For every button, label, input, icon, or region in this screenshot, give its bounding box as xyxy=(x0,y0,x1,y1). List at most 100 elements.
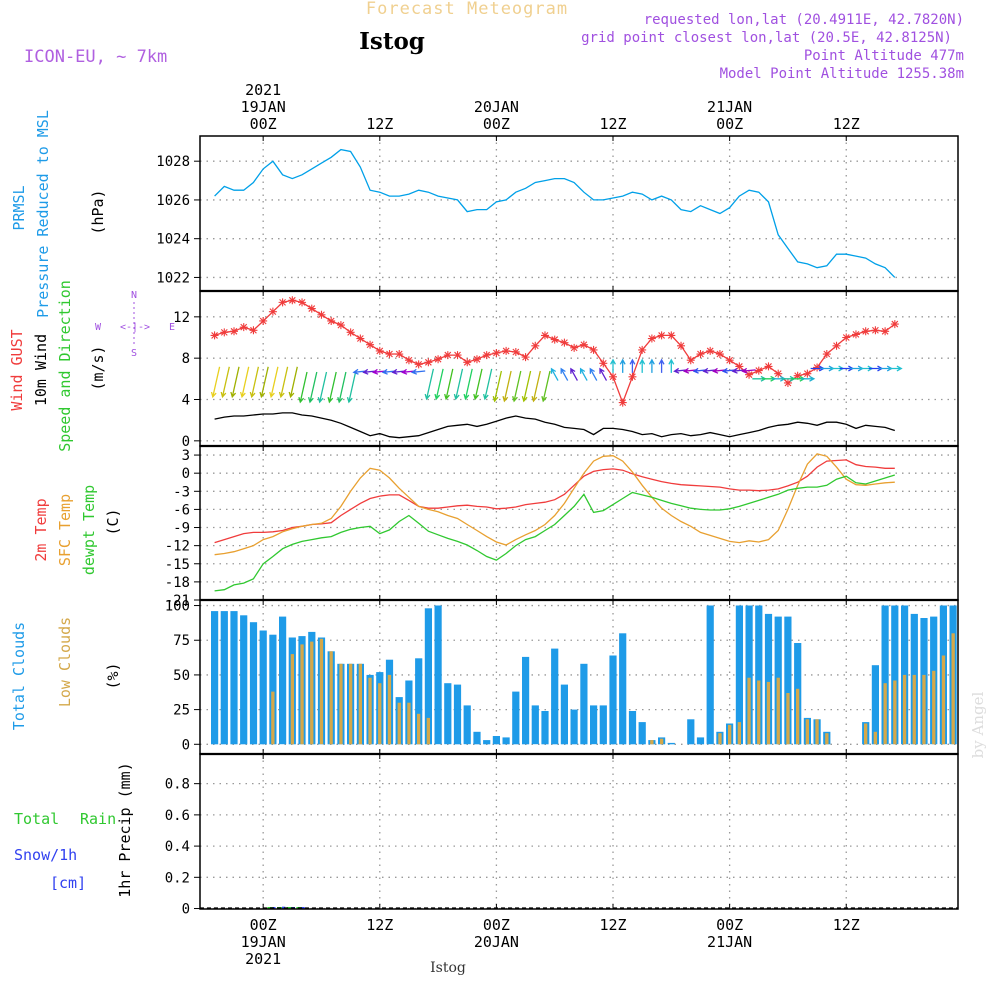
clouds-total-clouds-bar xyxy=(871,665,879,745)
gust-marker xyxy=(307,304,316,313)
clouds-low-clouds-bar xyxy=(786,693,790,745)
top-time-label: 00Z xyxy=(483,115,510,133)
wind-arrow xyxy=(492,370,503,403)
clouds-low-clouds-bar xyxy=(873,731,877,745)
clouds-low-clouds-bar xyxy=(319,638,324,745)
wind-arrow xyxy=(473,368,483,401)
clouds-low-clouds-bar xyxy=(776,677,780,745)
temperature-ytick-label: -3 xyxy=(173,484,190,500)
gust-marker xyxy=(434,355,443,364)
gust-marker xyxy=(327,316,336,325)
temperature-ytick-label: -6 xyxy=(173,502,190,518)
gust-marker xyxy=(686,356,695,365)
clouds-low-clouds-bar xyxy=(893,680,897,745)
wind-arrow xyxy=(888,365,903,372)
gust-marker xyxy=(745,370,754,379)
gust-marker xyxy=(268,307,277,316)
gust-marker xyxy=(715,350,724,359)
gust-marker xyxy=(249,326,258,335)
wind-arrow xyxy=(298,371,308,404)
wind-unit: (m/s) xyxy=(89,345,107,390)
gust-marker xyxy=(609,372,618,381)
clouds-low-clouds-bar xyxy=(864,723,868,745)
wind-arrow xyxy=(269,366,279,399)
temperature-2m-temp-line xyxy=(214,459,895,544)
clouds-total-clouds-bar xyxy=(463,705,471,745)
clouds-total-clouds-bar xyxy=(764,613,773,745)
requested-coords: requested lon,lat (20.4911E, 42.7820N) xyxy=(644,12,964,28)
clouds-low-clouds-bar xyxy=(339,663,343,745)
temp-labels: 2m Temp SFC Temp dewpt Temp (C) xyxy=(32,485,122,575)
watermark: by Angel xyxy=(969,691,987,758)
clouds-total-clouds-bar xyxy=(735,605,743,745)
wind-arrow xyxy=(249,366,260,399)
top-time-label: 20JAN xyxy=(474,98,519,116)
wind-arrow xyxy=(741,367,756,374)
clouds-total-clouds-bar xyxy=(901,605,909,745)
wind-arrow xyxy=(220,366,230,399)
gust-marker xyxy=(842,333,851,342)
clouds-low-clouds-bar xyxy=(378,683,382,745)
clouds-low-clouds-bar xyxy=(310,641,314,745)
gust-marker xyxy=(404,356,413,365)
gust-marker xyxy=(696,350,705,359)
gust-marker xyxy=(336,321,345,330)
wind-10m-wind-line xyxy=(214,412,895,439)
wind-arrow xyxy=(579,367,588,381)
wind-arrow xyxy=(648,358,655,373)
top-time-label: 19JAN xyxy=(241,98,286,116)
precip-total-label: Total xyxy=(14,810,59,828)
clouds-total-clouds-bar xyxy=(687,719,695,745)
wind-arrow xyxy=(531,370,541,403)
gust-marker xyxy=(657,331,666,340)
precip-ytick-label: 0.4 xyxy=(165,839,190,855)
clouds-low-clouds-bar xyxy=(271,691,275,745)
location-title: Istog xyxy=(359,28,425,55)
gust-marker xyxy=(443,351,452,360)
wind-arrow xyxy=(512,370,522,403)
temperature-ytick-label: -15 xyxy=(165,557,190,573)
clouds-total-clouds-bar xyxy=(891,605,899,745)
compass-arrows: <-|-> xyxy=(120,322,150,333)
footer-location: Istog xyxy=(430,960,466,976)
prmsl-label: PRMSL xyxy=(10,185,28,230)
clouds-low-clouds-bar xyxy=(417,713,421,745)
gust-marker xyxy=(385,350,394,359)
gust-marker xyxy=(540,331,549,340)
gust-marker xyxy=(764,362,773,371)
clouds-total-clouds-bar xyxy=(240,615,248,745)
clouds-low-clouds-bar xyxy=(922,674,926,745)
clouds-low-clouds-bar xyxy=(883,683,887,745)
pressure-ytick-label: 1022 xyxy=(156,270,190,286)
clouds-total-clouds-bar xyxy=(541,711,549,745)
gust-marker xyxy=(414,360,423,369)
precip-labels: Total Rain Snow/1h [cm] 1hr Precip (mm) xyxy=(14,762,134,897)
clouds-total-clouds-bar xyxy=(279,616,287,745)
clouds-panel: 0 25 50 75 100 xyxy=(165,599,959,755)
clouds-total-clouds-bar xyxy=(638,722,646,745)
wind-arrow xyxy=(239,366,250,399)
product-title: Forecast Meteogram xyxy=(366,0,568,19)
compass-s: S xyxy=(131,348,137,359)
pressure-frame xyxy=(199,135,959,292)
gust-marker xyxy=(871,326,880,335)
wind-arrow xyxy=(444,368,454,401)
clouds-total-clouds-bar xyxy=(512,691,520,745)
gust-marker xyxy=(395,350,404,359)
pressure-panel: 1022 1024 1026 1028 xyxy=(156,135,959,292)
clouds-ytick-label: 25 xyxy=(173,703,190,719)
temperature-ytick-label: -12 xyxy=(165,539,190,555)
top-time-label: 00Z xyxy=(716,115,743,133)
pressure-labels: PRMSL Pressure Reduced to MSL (hPa) xyxy=(10,110,107,318)
dewpt-label: dewpt Temp xyxy=(80,485,98,575)
bottom-time-label: 12Z xyxy=(833,916,860,934)
temperature-series-group xyxy=(214,453,895,592)
temperature-ytick-label: -18 xyxy=(165,575,190,591)
wind-ytick-label: 12 xyxy=(173,310,190,326)
wind-10m-label: 10m Wind xyxy=(32,334,50,406)
gust-marker xyxy=(628,372,637,381)
gust-marker xyxy=(560,338,569,347)
gust-marker xyxy=(706,346,715,355)
wind-arrow xyxy=(424,368,435,401)
